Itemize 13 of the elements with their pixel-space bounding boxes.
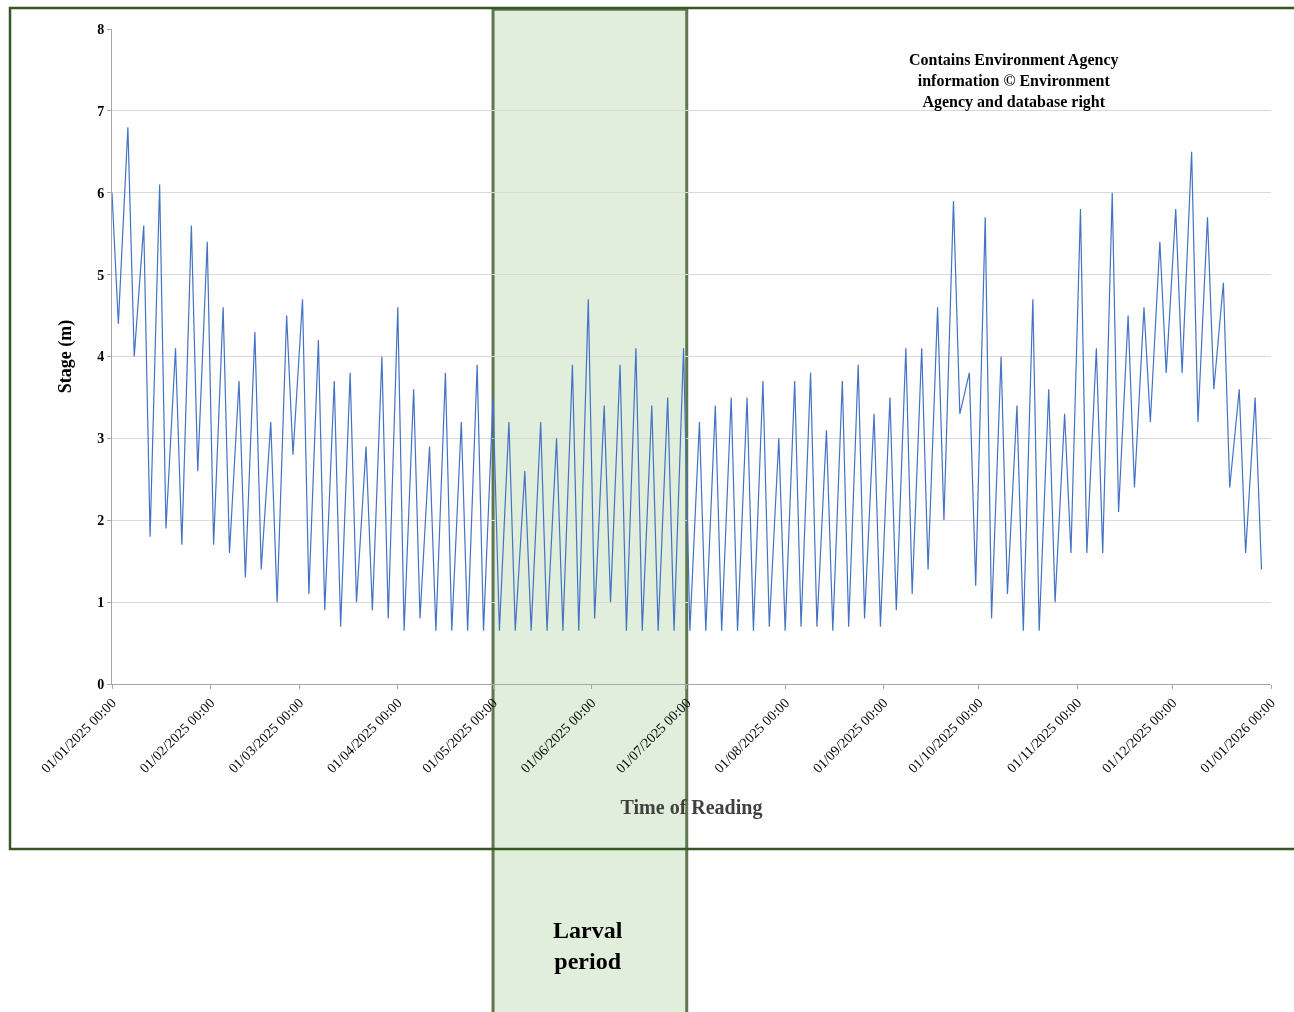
- y-tick-label: 0: [97, 676, 105, 692]
- y-tick-label: 3: [97, 431, 105, 447]
- line-series: [112, 126, 1263, 632]
- y-axis-title: Stage (m): [55, 319, 77, 394]
- y-tick-label: 4: [97, 349, 105, 365]
- band-label: Larval period: [553, 917, 623, 975]
- y-tick-label: 7: [97, 103, 105, 119]
- annotation: Contains Environment Agency information © Environment Agency and database right: [909, 51, 1119, 111]
- y-tick-label: 1: [97, 595, 105, 611]
- y-tick-label: 2: [97, 513, 105, 529]
- y-tick-label: 5: [97, 267, 105, 283]
- y-tick-label: 8: [97, 21, 105, 37]
- y-tick-label: 6: [97, 185, 105, 201]
